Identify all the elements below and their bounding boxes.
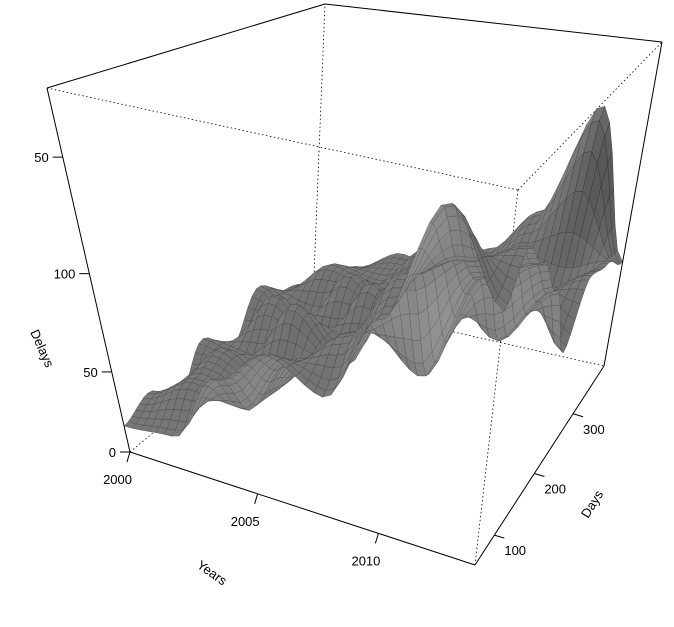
surface-facet [485, 313, 496, 331]
x-axis-tick-label: 2010 [351, 553, 380, 568]
z-axis-tick-label: 100 [54, 267, 76, 282]
axes: 0 50 100 50 2000 2005 2010 100 200 300 [34, 150, 604, 568]
back-box-lines [46, 3, 663, 566]
box-edge [474, 365, 605, 566]
z-axis-tick-label: 50 [34, 150, 48, 165]
box-edge [129, 451, 476, 566]
z-axis-title: Delays [27, 327, 57, 370]
z-axis-tick-label: 50 [83, 365, 97, 380]
box-edge [603, 41, 663, 367]
y-axis-tick-label: 100 [504, 543, 526, 558]
surface-facet [551, 305, 561, 323]
x-axis-tick-label: 2005 [231, 514, 260, 529]
surface-facet [483, 297, 495, 315]
box-edge [312, 3, 326, 301]
surface-facet [550, 293, 561, 307]
y-axis-title: Days [578, 487, 607, 520]
z-axis-tick-label: 0 [109, 445, 116, 460]
x-axis-tick [374, 533, 379, 544]
x-axis-tick [254, 493, 259, 504]
box-edge [312, 299, 605, 367]
x-axis: 2000 2005 2010 [103, 451, 380, 568]
surface-facet [541, 279, 553, 290]
y-axis-tick-label: 200 [544, 481, 566, 496]
front-box-lines [46, 3, 663, 566]
box-edge [46, 87, 519, 191]
y-axis-tick [572, 413, 584, 418]
z-axis: 0 50 100 50 [34, 150, 130, 460]
y-axis: 100 200 300 [494, 413, 605, 558]
x-axis-tick-label: 2000 [103, 472, 132, 487]
box-edge [474, 189, 519, 566]
x-axis-tick [126, 451, 131, 463]
box-edge [46, 3, 326, 89]
y-axis-tick-label: 300 [583, 422, 605, 437]
box-edge [517, 41, 663, 191]
surface-facet [494, 295, 508, 311]
y-axis-tick [534, 472, 545, 477]
x-axis-title: Years [194, 557, 230, 588]
y-axis-tick [494, 534, 505, 539]
surface-facet [538, 264, 550, 273]
box-edge [46, 87, 131, 453]
box-edge [324, 3, 663, 43]
surface-facet [525, 252, 538, 260]
surface-facet [539, 271, 552, 282]
surface-mesh [123, 105, 623, 437]
